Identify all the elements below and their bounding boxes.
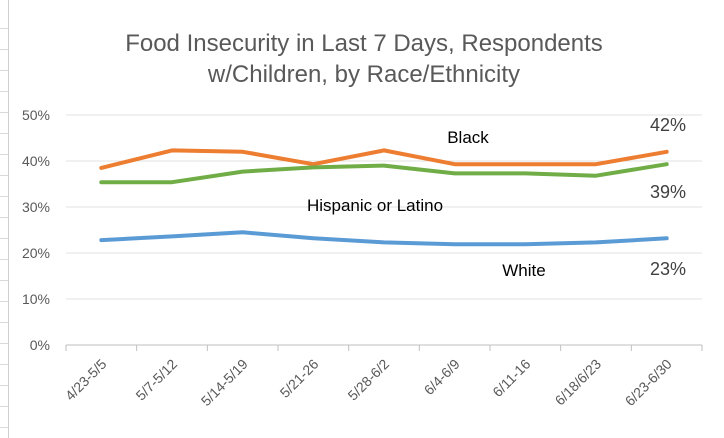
row-separator: [0, 238, 8, 239]
gridlines: [66, 114, 702, 346]
x-tick-label: 5/28-6/2: [344, 356, 392, 404]
y-axis-ticks: 0% 10% 20% 30% 40% 50%: [22, 107, 50, 353]
row-separator: [0, 175, 8, 176]
y-tick-label: 0%: [30, 337, 50, 353]
y-tick-label: 40%: [22, 153, 50, 169]
row-separator: [0, 70, 8, 71]
chart-title-line-1: Food Insecurity in Last 7 Days, Responde…: [125, 30, 603, 57]
row-separator: [0, 91, 8, 92]
row-separator: [0, 280, 8, 281]
spreadsheet-edge: [0, 0, 9, 438]
row-separator: [0, 196, 8, 197]
row-separator: [0, 217, 8, 218]
row-separator: [0, 133, 8, 134]
end-value-label: 42%: [650, 115, 686, 135]
x-tick-label: 5/21-26: [277, 356, 322, 401]
row-separator: [0, 28, 8, 29]
row-separator: [0, 301, 8, 302]
end-value-label: 39%: [650, 182, 686, 202]
y-tick-label: 10%: [22, 291, 50, 307]
series-lines: [99, 148, 669, 247]
row-separator: [0, 427, 8, 428]
y-tick-label: 50%: [22, 107, 50, 123]
row-separator: [0, 259, 8, 260]
row-separator: [0, 364, 8, 365]
row-separator: [0, 343, 8, 344]
x-tick-label: 6/18/6/23: [552, 356, 605, 409]
row-separator: [0, 322, 8, 323]
series-labels: Black Hispanic or Latino White 42% 39% 23%: [307, 115, 686, 280]
x-tick-label: 6/4-6/9: [421, 356, 463, 398]
series-name-label: Hispanic or Latino: [307, 196, 443, 215]
y-tick-label: 30%: [22, 199, 50, 215]
y-tick-label: 20%: [22, 245, 50, 261]
series-line-white: [99, 230, 669, 247]
series-name-label: Black: [447, 128, 489, 147]
row-separator: [0, 49, 8, 50]
end-value-label: 23%: [650, 259, 686, 279]
x-tick-label: 6/11-16: [489, 356, 533, 400]
row-separator: [0, 406, 8, 407]
series-line-black: [99, 148, 669, 170]
x-axis-ticks: 4/23-5/5 5/7-5/12 5/14-5/19 5/21-26 5/28-6/2…: [62, 345, 703, 409]
x-tick-label: 6/23-6/30: [622, 356, 675, 409]
chart-title-line-2: w/Children, by Race/Ethnicity: [207, 61, 520, 88]
x-tick-label: 4/23-5/5: [62, 356, 110, 404]
row-separator: [0, 112, 8, 113]
x-tick-label: 5/14-5/19: [198, 356, 251, 409]
row-separator: [0, 385, 8, 386]
row-separator: [0, 154, 8, 155]
series-name-label: White: [502, 261, 545, 280]
series-line-hispanic-or-latino: [99, 162, 669, 185]
x-tick-label: 5/7-5/12: [132, 356, 180, 404]
